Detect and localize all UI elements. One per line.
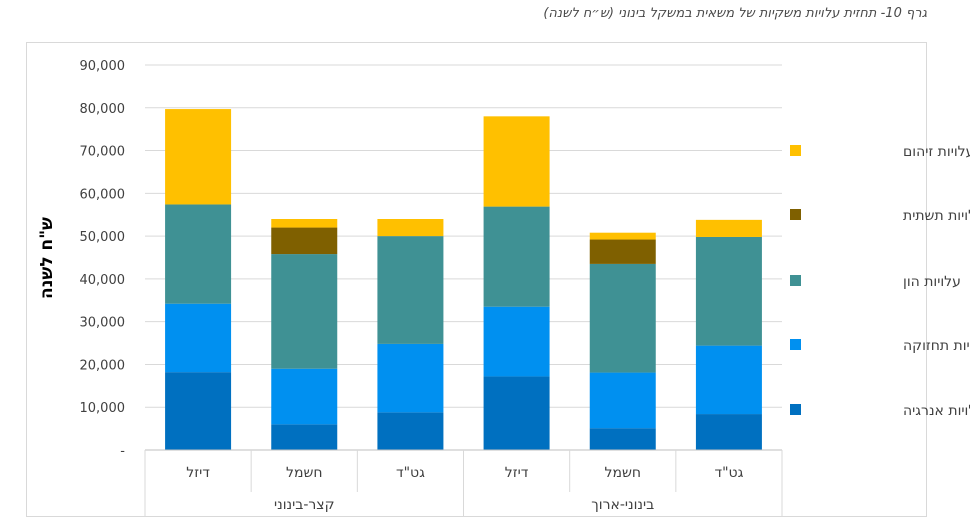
- y-tick-label: -: [120, 444, 125, 459]
- x-tick-label: חשמל: [604, 465, 641, 481]
- bar-segment: [695, 236, 762, 346]
- bar-segment: [695, 345, 762, 415]
- legend-swatch: [790, 209, 801, 220]
- bar-segment: [589, 232, 656, 240]
- y-tick-label: 60,000: [80, 187, 126, 202]
- axes: - 10,000 20,000 30,000 40,000 50,000 60,000 70,…: [80, 59, 783, 517]
- bar-segment: [165, 109, 232, 205]
- bar-segment: [165, 204, 232, 304]
- bar-segment: [271, 227, 338, 255]
- bar-segment: [377, 412, 444, 450]
- chart-title: גרף 10- תחזית עלויות משקיות של משאית במש…: [543, 6, 927, 21]
- legend-swatch: [790, 275, 801, 286]
- bars: [165, 109, 762, 450]
- y-tick-label: 20,000: [80, 358, 126, 373]
- group-label: קצר-בינוני: [274, 497, 335, 513]
- x-tick-label: חשמל: [286, 465, 323, 481]
- y-tick-label: 30,000: [80, 316, 126, 331]
- bar-segment: [695, 414, 762, 450]
- bar-segment: [589, 428, 656, 450]
- y-tick-label: 80,000: [80, 102, 126, 117]
- bar-segment: [165, 303, 232, 373]
- group-label: בינוני-ארוך: [591, 497, 654, 513]
- bar-segment: [695, 219, 762, 237]
- y-axis-label: ש"ח לשנה: [37, 217, 57, 299]
- bar-segment: [377, 219, 444, 237]
- x-tick-label: גט"ד: [396, 465, 425, 481]
- bar-segment: [589, 372, 656, 429]
- bar-segment: [271, 219, 338, 228]
- legend-label: עלויות אנרגיה: [903, 403, 970, 419]
- bar-segment: [483, 206, 550, 307]
- legend-label: עלויות תחזוקה: [903, 338, 970, 354]
- x-tick-label: גט"ד: [714, 465, 743, 481]
- y-tick-label: 70,000: [80, 145, 126, 160]
- bar-segment: [589, 239, 656, 264]
- x-tick-label: דיזל: [186, 465, 210, 481]
- bar-segment: [483, 116, 550, 207]
- chart-frame: [26, 42, 927, 517]
- bar-segment: [271, 368, 338, 425]
- bar-segment: [377, 236, 444, 344]
- y-tick-label: 10,000: [80, 401, 126, 416]
- legend-label: עלויות הון: [903, 274, 961, 290]
- legend-swatch: [790, 404, 801, 415]
- y-tick-label: 50,000: [80, 230, 126, 245]
- bar-segment: [165, 372, 232, 450]
- x-tick-label: דיזל: [505, 465, 529, 481]
- bar-segment: [377, 343, 444, 413]
- gridlines: [145, 64, 782, 408]
- y-tick-label: 90,000: [80, 59, 126, 74]
- bar-segment: [271, 254, 338, 369]
- legend: עלויות זיהום עלויות תשתית עלויות הון עלויות…: [790, 144, 970, 419]
- legend-swatch: [790, 145, 801, 156]
- legend-label: עלויות זיהום: [903, 144, 970, 160]
- bar-segment: [483, 376, 550, 450]
- bar-segment: [589, 263, 656, 373]
- legend-swatch: [790, 339, 801, 350]
- y-tick-label: 40,000: [80, 273, 126, 288]
- bar-segment: [483, 306, 550, 377]
- bar-segment: [271, 424, 338, 450]
- legend-label: עלויות תשתית: [903, 208, 970, 224]
